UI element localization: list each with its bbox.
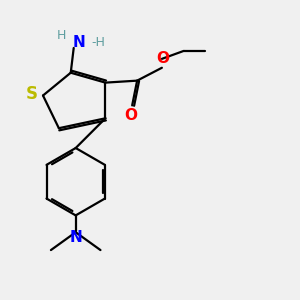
Text: H: H — [57, 28, 67, 42]
Text: N: N — [72, 34, 85, 50]
Text: O: O — [125, 108, 138, 123]
Text: N: N — [69, 230, 82, 245]
Text: S: S — [26, 85, 38, 103]
Text: O: O — [156, 51, 170, 66]
Text: -H: -H — [92, 35, 105, 49]
